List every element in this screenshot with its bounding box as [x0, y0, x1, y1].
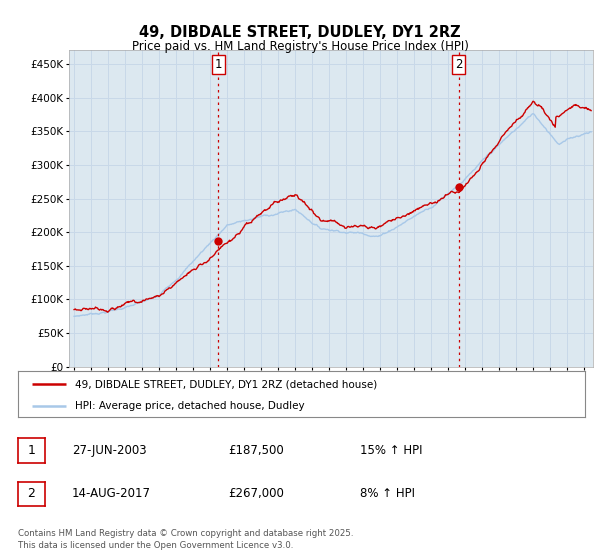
Text: HPI: Average price, detached house, Dudley: HPI: Average price, detached house, Dudl… — [75, 401, 304, 410]
Text: 2: 2 — [455, 58, 463, 71]
Text: 2: 2 — [28, 487, 35, 501]
Text: 14-AUG-2017: 14-AUG-2017 — [72, 487, 151, 501]
Text: £267,000: £267,000 — [228, 487, 284, 501]
Text: Price paid vs. HM Land Registry's House Price Index (HPI): Price paid vs. HM Land Registry's House … — [131, 40, 469, 53]
Text: 1: 1 — [215, 58, 222, 71]
Text: £187,500: £187,500 — [228, 444, 284, 458]
Text: Contains HM Land Registry data © Crown copyright and database right 2025.
This d: Contains HM Land Registry data © Crown c… — [18, 529, 353, 550]
Text: 15% ↑ HPI: 15% ↑ HPI — [360, 444, 422, 458]
Text: 8% ↑ HPI: 8% ↑ HPI — [360, 487, 415, 501]
Text: 27-JUN-2003: 27-JUN-2003 — [72, 444, 146, 458]
Text: 1: 1 — [28, 444, 35, 458]
Text: 49, DIBDALE STREET, DUDLEY, DY1 2RZ (detached house): 49, DIBDALE STREET, DUDLEY, DY1 2RZ (det… — [75, 379, 377, 389]
Text: 49, DIBDALE STREET, DUDLEY, DY1 2RZ: 49, DIBDALE STREET, DUDLEY, DY1 2RZ — [139, 25, 461, 40]
